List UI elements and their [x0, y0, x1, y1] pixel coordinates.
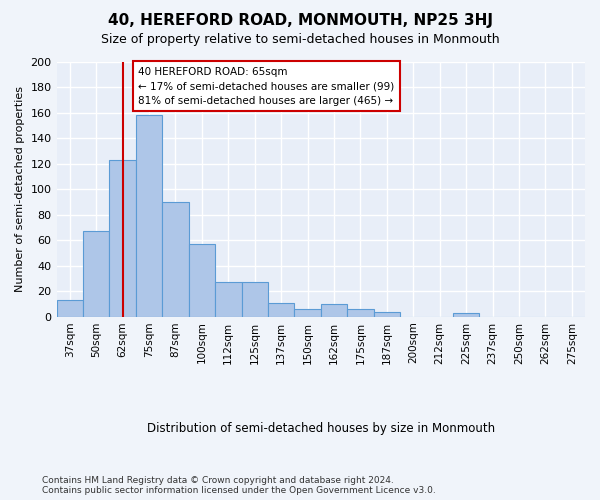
Y-axis label: Number of semi-detached properties: Number of semi-detached properties — [15, 86, 25, 292]
Text: Contains HM Land Registry data © Crown copyright and database right 2024.: Contains HM Land Registry data © Crown c… — [42, 476, 394, 485]
Bar — [109, 160, 136, 316]
Bar — [321, 304, 347, 316]
Bar — [56, 300, 83, 316]
Bar — [374, 312, 400, 316]
Text: 40 HEREFORD ROAD: 65sqm
← 17% of semi-detached houses are smaller (99)
81% of se: 40 HEREFORD ROAD: 65sqm ← 17% of semi-de… — [139, 66, 395, 106]
X-axis label: Distribution of semi-detached houses by size in Monmouth: Distribution of semi-detached houses by … — [147, 422, 495, 435]
Bar — [215, 282, 242, 316]
Text: Contains public sector information licensed under the Open Government Licence v3: Contains public sector information licen… — [42, 486, 436, 495]
Bar — [242, 282, 268, 316]
Bar — [136, 115, 162, 316]
Bar — [268, 302, 295, 316]
Bar — [295, 309, 321, 316]
Bar — [83, 231, 109, 316]
Bar — [162, 202, 188, 316]
Bar — [453, 313, 479, 316]
Text: Size of property relative to semi-detached houses in Monmouth: Size of property relative to semi-detach… — [101, 32, 499, 46]
Bar — [347, 309, 374, 316]
Bar — [188, 244, 215, 316]
Text: 40, HEREFORD ROAD, MONMOUTH, NP25 3HJ: 40, HEREFORD ROAD, MONMOUTH, NP25 3HJ — [107, 12, 493, 28]
